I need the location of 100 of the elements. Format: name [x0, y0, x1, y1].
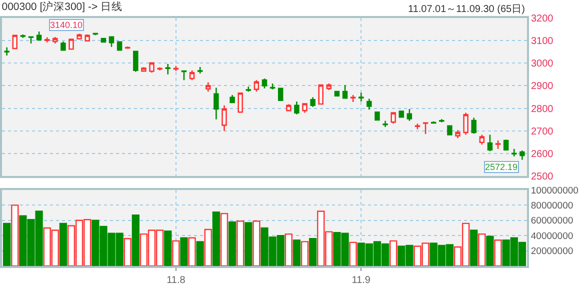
candlestick: [68, 38, 74, 50]
chart-title: 000300 [沪深300] -> 日线: [2, 0, 123, 14]
y-tick-label: 40000000: [530, 230, 574, 242]
candlestick: [422, 122, 428, 135]
candlestick: [36, 30, 42, 42]
candlestick: [165, 63, 170, 76]
candlestick: [463, 112, 468, 136]
candlestick: [60, 40, 66, 52]
candlestick: [44, 36, 50, 44]
bar: [470, 230, 478, 266]
candlestick: [4, 46, 10, 56]
candlestick: [222, 104, 227, 132]
candlestick: [84, 34, 90, 42]
candlestick: [495, 140, 501, 150]
bar: [164, 230, 172, 266]
candlestick: [520, 150, 525, 160]
bar: [124, 238, 132, 266]
y-tick-label: 80000000: [530, 200, 574, 212]
bar: [196, 241, 204, 266]
candlestick: [28, 36, 34, 44]
candlestick: [479, 134, 485, 146]
bar: [252, 220, 260, 266]
y-tick-label: 2500: [531, 172, 554, 182]
y-tick-label: 3200: [531, 14, 554, 24]
candlestick: [406, 108, 412, 122]
bar: [390, 240, 398, 266]
bar: [3, 222, 11, 266]
candlestick: [149, 62, 154, 74]
candlestick: [278, 87, 284, 102]
candlestick: [310, 96, 316, 108]
candlestick: [197, 66, 203, 74]
candlestick: [390, 111, 396, 124]
y-tick-label: 2600: [531, 148, 554, 160]
candlestick: [286, 104, 292, 112]
bar: [220, 212, 228, 266]
y-tick-label: 2700: [531, 126, 554, 138]
bar: [188, 237, 196, 266]
candlestick: [141, 66, 146, 72]
bar: [349, 242, 357, 266]
candlestick: [254, 79, 260, 92]
candlestick: [511, 148, 517, 158]
candlestick: [487, 134, 493, 152]
bar: [228, 221, 236, 266]
candlestick: [157, 66, 162, 72]
candlestick: [358, 92, 364, 102]
x-tick-label: 11.8: [166, 275, 186, 286]
candlestick: [262, 78, 268, 90]
candlestick: [246, 86, 252, 92]
bar: [180, 237, 188, 266]
bar: [212, 211, 220, 266]
bar: [478, 233, 486, 266]
candlestick: [302, 102, 308, 114]
y-tick-label: 100000000: [530, 185, 578, 196]
bar: [308, 238, 317, 266]
bar: [244, 222, 252, 266]
candlestick: [374, 111, 380, 122]
bar: [292, 240, 301, 266]
annotation: 3140.10: [50, 20, 83, 30]
candlestick: [108, 36, 114, 48]
bar: [494, 240, 502, 266]
bar: [172, 240, 180, 266]
candlestick: [342, 84, 348, 100]
bar: [11, 204, 19, 266]
candlestick: [181, 70, 187, 81]
candlestick: [439, 118, 444, 123]
bar: [300, 241, 309, 266]
candlestick: [214, 87, 219, 120]
y-tick-label: 3100: [531, 36, 554, 48]
y-tick-label: 2800: [531, 104, 554, 115]
candlestick: [503, 139, 509, 151]
bar: [59, 222, 68, 266]
y-tick-label: 3000: [531, 58, 554, 70]
candlestick: [414, 122, 420, 130]
candlestick: [206, 82, 211, 92]
candlestick: [189, 70, 195, 81]
candlestick: [76, 33, 82, 40]
y-tick-label: 60000000: [530, 216, 574, 227]
bar: [486, 236, 494, 266]
candlestick: [350, 94, 356, 103]
candlestick: [382, 120, 388, 128]
chart-subtitle: 11.07.01～11.09.30 (65日): [408, 4, 525, 15]
annotation: 2572.19: [485, 162, 518, 172]
y-tick-label: 2900: [531, 81, 554, 92]
candlestick: [20, 34, 26, 39]
candlestick: [366, 98, 372, 110]
bar: [204, 228, 212, 266]
y-tick-label: 20000000: [530, 246, 574, 258]
bar: [132, 214, 140, 266]
candlestick: [230, 94, 235, 104]
candlestick: [318, 84, 324, 106]
candlestick: [455, 130, 460, 139]
candlestick: [133, 50, 138, 72]
x-tick-label: 11.9: [352, 275, 371, 286]
bar: [236, 220, 244, 266]
candlestick: [294, 100, 300, 116]
candlestick: [447, 124, 452, 136]
candlestick: [12, 34, 18, 50]
candlestick: [238, 92, 243, 114]
bar: [284, 233, 292, 266]
candlestick: [52, 36, 58, 44]
